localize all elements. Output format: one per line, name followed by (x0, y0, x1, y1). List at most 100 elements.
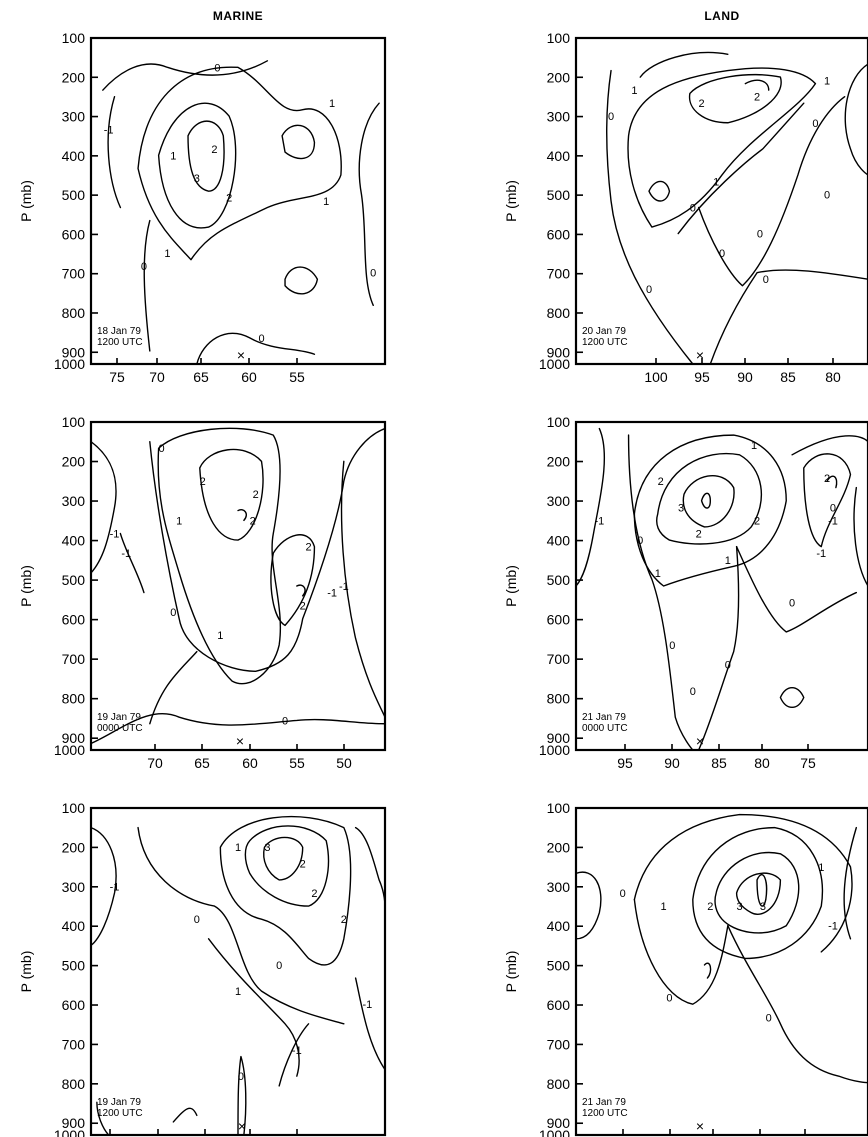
contour-label: 0 (637, 535, 643, 547)
y-tick-label: 700 (62, 266, 86, 282)
date-stamp: 21 Jan 79 (582, 712, 626, 723)
contour-line (159, 103, 236, 228)
plot-frame (89, 806, 387, 1137)
contour-group (103, 61, 379, 364)
y-tick-label: 1000 (539, 742, 570, 758)
contour-line (209, 939, 300, 1076)
contour-line (628, 68, 815, 227)
contour-label: 2 (311, 888, 317, 900)
contour-label: 2 (253, 489, 259, 501)
y-tick-label: 600 (547, 612, 571, 628)
y-axis-label: P (mb) (503, 951, 519, 993)
contour-line (150, 429, 385, 672)
y-tick-label: 300 (547, 109, 571, 125)
contour-line (737, 873, 781, 914)
y-tick-label: 900 (62, 1115, 86, 1131)
contour-line (699, 547, 739, 750)
y-tick-label: 200 (62, 839, 86, 855)
plot-frame (89, 420, 387, 752)
contour-label: 3 (760, 901, 766, 913)
contour-label: 0 (725, 660, 731, 672)
contour-label: 2 (696, 529, 702, 541)
contour-line (804, 454, 851, 547)
contour-label: -1 (292, 1045, 302, 1057)
contour-label: 1 (170, 150, 176, 162)
contour-label: 0 (830, 502, 836, 514)
y-tick-label: 400 (547, 148, 571, 164)
contour-label: 2 (754, 515, 760, 527)
contour-label: 0 (669, 640, 675, 652)
y-axis-label: P (mb) (18, 951, 34, 993)
contour-label: -1 (110, 881, 120, 893)
contour-label: -1 (816, 548, 826, 560)
y-tick-label: 600 (547, 997, 571, 1013)
contour-line (97, 1102, 109, 1135)
contour-line (150, 652, 197, 724)
contour-line (844, 828, 856, 939)
column-title: LAND (704, 9, 739, 23)
contour-line (108, 97, 120, 208)
x-tick-label: 90 (664, 755, 680, 771)
y-tick-label: 900 (62, 730, 86, 746)
contour-line (297, 585, 305, 596)
plot-frame (574, 806, 868, 1137)
y-tick-label: 1000 (539, 1127, 570, 1137)
y-tick-label: 400 (62, 918, 86, 934)
contour-label: 0 (789, 597, 795, 609)
contour-line (359, 103, 379, 305)
contour-line (264, 837, 303, 880)
contour-label: 2 (250, 515, 256, 527)
y-tick-label: 600 (62, 612, 86, 628)
y-axis-label: P (mb) (503, 565, 519, 607)
y-tick-label: 300 (62, 493, 86, 509)
contour-line (356, 828, 385, 906)
contour-label: 1 (713, 176, 719, 188)
y-tick-label: 500 (62, 958, 86, 974)
contour-line (704, 963, 710, 978)
contour-label: 0 (214, 62, 220, 74)
contour-label: 0 (194, 914, 200, 926)
contour-line (737, 547, 857, 632)
x-tick-label: 90 (737, 369, 753, 385)
contour-label: 2 (300, 859, 306, 871)
y-tick-label: 800 (547, 1076, 571, 1092)
contour-group (576, 429, 868, 750)
contour-line (693, 828, 823, 959)
y-tick-label: 1000 (54, 742, 85, 758)
contour-label: 2 (658, 476, 664, 488)
contour-line (200, 449, 263, 540)
contour-line (138, 828, 344, 1024)
contour-label: -1 (110, 529, 120, 541)
y-tick-label: 100 (547, 800, 571, 816)
contour-line (173, 1108, 197, 1122)
contour-line (220, 817, 350, 965)
x-tick-label: 85 (711, 755, 727, 771)
contour-label: 0 (824, 189, 830, 201)
contour-label: 2 (305, 542, 311, 554)
contour-line (607, 71, 693, 364)
time-stamp: 1200 UTC (582, 337, 628, 348)
contour-label: -1 (104, 124, 114, 136)
contour-line (103, 61, 268, 90)
y-tick-label: 500 (547, 572, 571, 588)
contour-line (158, 428, 280, 683)
contour-label: -1 (362, 999, 372, 1011)
time-stamp: 1200 UTC (97, 1108, 143, 1119)
contour-line (188, 121, 224, 191)
contour-line (780, 688, 803, 708)
contour-label: 0 (370, 268, 376, 280)
contour-label: 2 (824, 473, 830, 485)
contour-label: -1 (828, 515, 838, 527)
y-tick-label: 400 (547, 533, 571, 549)
y-tick-label: 900 (62, 344, 86, 360)
contour-label: 0 (690, 203, 696, 215)
y-tick-label: 700 (62, 1036, 86, 1052)
y-tick-label: 800 (547, 691, 571, 707)
y-tick-label: 700 (62, 651, 86, 667)
y-tick-label: 800 (62, 305, 86, 321)
contour-label: 0 (719, 248, 725, 260)
station-marker: × (236, 733, 244, 749)
contour-line (757, 875, 767, 906)
contour-line (657, 454, 762, 544)
